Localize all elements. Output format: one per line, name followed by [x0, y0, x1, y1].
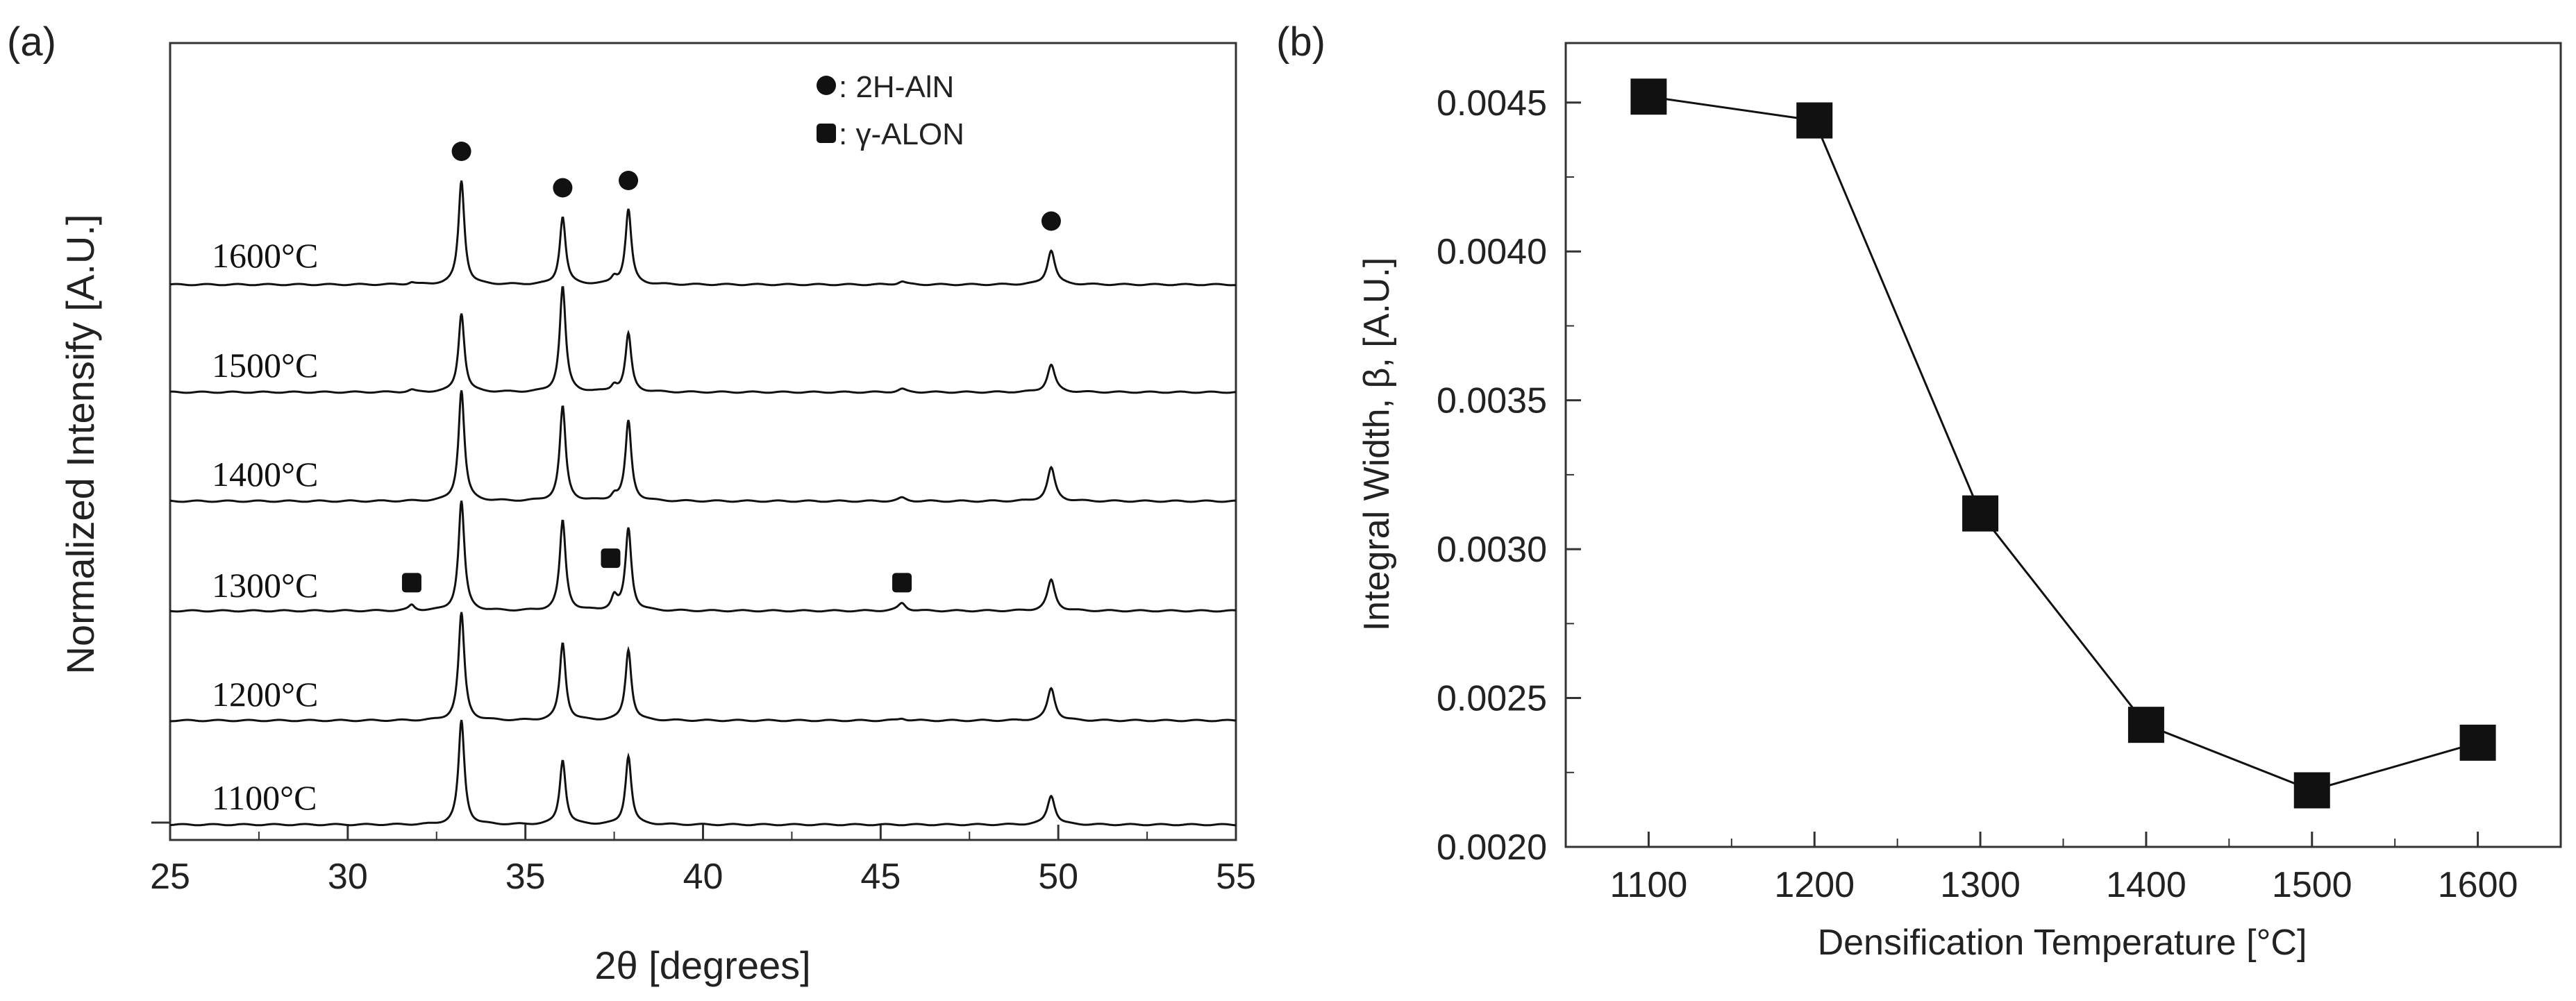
xrd-pattern-1100°C — [169, 719, 1236, 827]
data-point-1600 — [2459, 724, 2496, 761]
panel-a-x-axis-title: 2θ [degrees] — [594, 943, 810, 987]
data-point-1500 — [2293, 772, 2330, 809]
x-tick-label: 50 — [1038, 857, 1078, 897]
panel-a: (a) 25 30 35 40 45 50 55 2θ [degrees] Normaliz… — [7, 19, 1256, 987]
legend-label-2h-aln: : 2H-AlN — [839, 70, 954, 104]
x-tick-label: 1400 — [2106, 865, 2186, 905]
series-label: 1100°C — [212, 778, 317, 817]
x-tick-label: 1200 — [1774, 865, 1855, 905]
x-tick-label: 35 — [505, 857, 546, 897]
xrd-pattern-1600°C — [169, 180, 1237, 287]
series-label: 1400°C — [212, 455, 318, 494]
panel-a-x-axis: 25 30 35 40 45 50 55 — [150, 825, 1256, 897]
panel-a-series: 1600°C 1500°C 1400°C 1300°C 1200°C 1100°C — [169, 180, 1237, 827]
panel-a-label: (a) — [7, 19, 56, 65]
aln-peak-marker — [619, 171, 639, 190]
x-tick-label: 30 — [328, 857, 368, 897]
panel-b-plot — [1630, 78, 2496, 809]
series-label: 1600°C — [212, 236, 318, 275]
x-tick-label: 1300 — [1940, 865, 2021, 905]
panel-b-frame — [1564, 42, 2562, 848]
xrd-pattern-1500°C — [170, 286, 1237, 394]
legend-label-gamma-alon: : γ-ALON — [839, 117, 964, 151]
panel-b-y-axis: 0.0020 0.0025 0.0030 0.0035 0.0040 0.0045 — [1437, 83, 1581, 868]
y-tick-label: 0.0030 — [1437, 530, 1547, 570]
alon-peak-marker — [401, 573, 421, 593]
legend-circle-marker — [817, 76, 836, 95]
panel-a-legend: : 2H-AlN : γ-ALON — [817, 70, 964, 151]
panel-b-label: (b) — [1276, 19, 1325, 65]
x-tick-label: 40 — [683, 857, 724, 897]
x-tick-label: 25 — [150, 857, 190, 897]
panel-b-x-axis: 1100 1200 1300 1400 1500 1600 — [1610, 832, 2518, 905]
data-point-1200 — [1796, 102, 1833, 139]
panel-a-y-axis-title: Normalized Intensify [A.U.] — [58, 214, 102, 675]
panel-b-x-axis-title: Densification Temperature [°C] — [1818, 923, 2307, 963]
xrd-pattern-1300°C — [169, 500, 1237, 613]
data-point-1100 — [1630, 78, 1667, 115]
y-tick-label: 0.0040 — [1437, 232, 1547, 272]
x-tick-label: 55 — [1216, 857, 1256, 897]
aln-peak-marker — [451, 142, 471, 161]
series-label: 1200°C — [212, 675, 318, 714]
aln-peak-marker — [1041, 211, 1061, 231]
panel-a-phase-markers — [401, 142, 1061, 593]
x-tick-label: 1500 — [2272, 865, 2352, 905]
legend-square-marker — [817, 124, 836, 143]
alon-peak-marker — [892, 573, 912, 593]
x-tick-label: 45 — [860, 857, 901, 897]
integral-width-line — [1648, 95, 2479, 792]
aln-peak-marker — [553, 178, 573, 198]
y-tick-label: 0.0025 — [1437, 679, 1547, 719]
series-label: 1500°C — [212, 346, 318, 385]
series-label: 1300°C — [212, 566, 318, 605]
panel-b: (b) 1100 1200 1300 1400 1500 1600 0.00200.002… — [1276, 19, 2562, 963]
y-tick-label: 0.0020 — [1437, 827, 1547, 868]
x-tick-label: 1100 — [1610, 865, 1688, 905]
alon-peak-marker — [601, 548, 621, 569]
data-point-1400 — [2127, 707, 2164, 743]
x-tick-label: 1600 — [2438, 865, 2518, 905]
xrd-pattern-1400°C — [169, 390, 1237, 503]
panel-b-y-axis-title: Integral Width, β, [A.U.] — [1357, 258, 1397, 632]
data-point-1300 — [1962, 495, 1999, 532]
y-tick-label: 0.0045 — [1437, 83, 1547, 124]
xrd-pattern-1200°C — [169, 612, 1237, 723]
y-tick-label: 0.0035 — [1437, 381, 1547, 421]
